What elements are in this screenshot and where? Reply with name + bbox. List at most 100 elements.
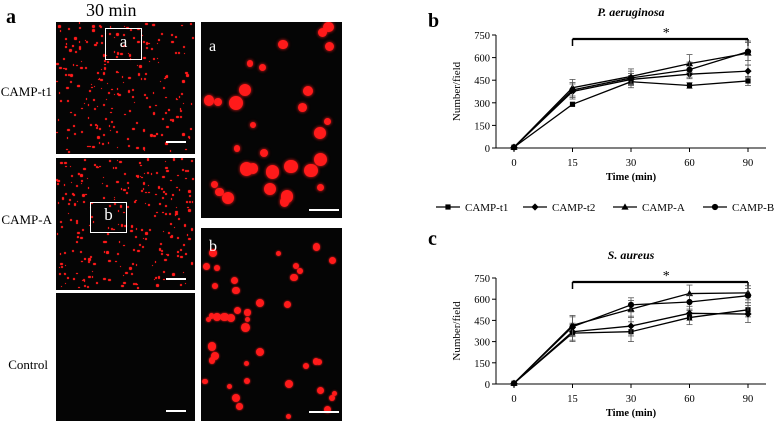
fluorescent-spot bbox=[142, 182, 146, 185]
fluorescent-spot bbox=[150, 173, 153, 175]
legend: CAMP-t1 CAMP-t2 CAMP-A CAMP-B bbox=[428, 196, 778, 218]
fluorescent-spot bbox=[152, 264, 154, 267]
fluorescent-spot bbox=[80, 182, 82, 185]
fluorescent-spot bbox=[185, 253, 188, 256]
fluorescent-spot bbox=[116, 180, 119, 184]
significance-star: * bbox=[663, 26, 670, 41]
legend-marker bbox=[531, 203, 539, 211]
fluorescent-spot bbox=[145, 41, 149, 45]
fluorescent-spot bbox=[246, 60, 254, 67]
fluorescent-spot bbox=[108, 124, 111, 127]
fluorescent-spot bbox=[95, 123, 97, 126]
roi-label-a: a bbox=[119, 32, 128, 51]
fluorescent-spot bbox=[181, 158, 183, 160]
fluorescent-spot bbox=[165, 212, 167, 215]
fluorescent-spot bbox=[125, 272, 128, 275]
fluorescent-spot bbox=[175, 213, 178, 216]
fluorescent-spot bbox=[174, 35, 177, 38]
fluorescent-spot bbox=[123, 81, 125, 84]
panel-c-letter: c bbox=[428, 228, 437, 250]
fluorescent-spot bbox=[135, 282, 138, 285]
fluorescent-spot bbox=[101, 35, 103, 37]
fluorescent-spot bbox=[77, 235, 80, 238]
fluorescent-spot bbox=[113, 37, 115, 39]
fluorescent-spot bbox=[99, 165, 101, 168]
scale-bar bbox=[309, 411, 339, 413]
fluorescent-spot bbox=[80, 180, 84, 183]
fluorescent-spot bbox=[228, 96, 243, 111]
fluorescent-spot bbox=[132, 95, 135, 98]
fluorescent-spot bbox=[141, 228, 143, 231]
fluorescent-spot bbox=[112, 167, 115, 169]
micrograph-zoom-a: a bbox=[201, 22, 342, 218]
fluorescent-spot bbox=[182, 133, 185, 136]
fluorescent-spot bbox=[94, 108, 97, 111]
fluorescent-spot bbox=[128, 76, 131, 80]
fluorescent-spot bbox=[108, 259, 111, 263]
fluorescent-spot bbox=[67, 276, 70, 279]
y-tick-label: 750 bbox=[474, 31, 490, 42]
fluorescent-spot bbox=[132, 37, 135, 39]
fluorescent-spot bbox=[144, 173, 146, 175]
fluorescent-spot bbox=[148, 191, 151, 194]
fluorescent-spot bbox=[244, 378, 251, 385]
fluorescent-spot bbox=[128, 54, 131, 57]
fluorescent-spot bbox=[100, 68, 102, 70]
fluorescent-spot bbox=[145, 232, 148, 235]
fluorescent-spot bbox=[146, 172, 150, 175]
fluorescent-spot bbox=[76, 222, 79, 225]
fluorescent-spot bbox=[158, 39, 160, 41]
micrograph-zoom-b: b bbox=[201, 228, 342, 421]
fluorescent-spot bbox=[126, 26, 129, 30]
fluorescent-spot bbox=[159, 203, 161, 205]
fluorescent-spot bbox=[139, 162, 141, 164]
y-tick-label: 150 bbox=[474, 121, 490, 132]
fluorescent-spot bbox=[314, 127, 326, 140]
fluorescent-spot bbox=[179, 115, 183, 118]
fluorescent-spot bbox=[190, 128, 192, 130]
fluorescent-spot bbox=[78, 41, 81, 43]
fluorescent-spot bbox=[84, 158, 86, 161]
fluorescent-spot bbox=[153, 135, 156, 138]
fluorescent-spot bbox=[108, 33, 111, 36]
fluorescent-spot bbox=[186, 74, 189, 77]
fluorescent-spot bbox=[60, 161, 63, 165]
fluorescent-spot bbox=[69, 165, 72, 168]
fluorescent-spot bbox=[103, 251, 106, 253]
fluorescent-spot bbox=[98, 78, 101, 80]
fluorescent-spot bbox=[328, 394, 336, 402]
fluorescent-spot bbox=[91, 276, 94, 278]
fluorescent-spot bbox=[56, 183, 59, 185]
fluorescent-spot bbox=[208, 357, 216, 364]
fluorescent-spot bbox=[189, 195, 192, 198]
fluorescent-spot bbox=[64, 265, 67, 267]
fluorescent-spot bbox=[58, 92, 61, 94]
fluorescent-spot bbox=[142, 147, 146, 150]
fluorescent-spot bbox=[123, 281, 126, 285]
fluorescent-spot bbox=[137, 40, 140, 44]
fluorescent-spot bbox=[165, 205, 167, 208]
fluorescent-spot bbox=[97, 72, 99, 74]
x-tick-label: 15 bbox=[567, 394, 578, 405]
fluorescent-spot bbox=[121, 76, 124, 78]
fluorescent-spot bbox=[76, 237, 79, 239]
fluorescent-spot bbox=[60, 262, 63, 266]
fluorescent-spot bbox=[175, 211, 178, 214]
fluorescent-spot bbox=[132, 127, 135, 130]
fluorescent-spot bbox=[280, 190, 294, 203]
fluorescent-spot bbox=[85, 40, 89, 44]
fluorescent-spot bbox=[183, 243, 186, 246]
fluorescent-spot bbox=[114, 166, 118, 170]
fluorescent-spot bbox=[56, 233, 58, 235]
fluorescent-spot bbox=[323, 117, 331, 125]
fluorescent-spot bbox=[56, 62, 59, 66]
scale-bar bbox=[309, 209, 339, 211]
fluorescent-spot bbox=[91, 202, 93, 205]
fluorescent-spot bbox=[160, 81, 162, 83]
fluorescent-spot bbox=[157, 186, 160, 189]
fluorescent-spot bbox=[58, 266, 61, 269]
fluorescent-spot bbox=[137, 287, 139, 289]
fluorescent-spot bbox=[171, 235, 174, 238]
fluorescent-spot bbox=[126, 137, 129, 140]
fluorescent-spot bbox=[106, 60, 109, 63]
